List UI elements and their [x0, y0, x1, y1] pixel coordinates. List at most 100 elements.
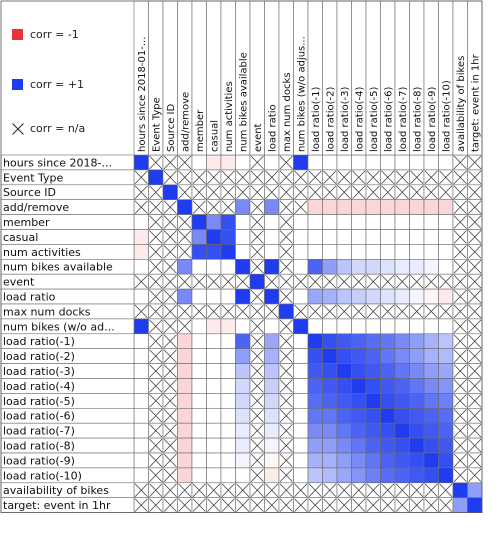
heatmap-cell — [438, 348, 454, 364]
heatmap-cell — [235, 229, 251, 245]
heatmap-cell — [438, 437, 454, 454]
heatmap-cell — [336, 378, 352, 394]
na-cross-icon — [163, 170, 177, 185]
na-cross-icon — [221, 200, 235, 214]
column-label: num bikes available — [239, 52, 250, 152]
na-cross-icon — [468, 260, 482, 274]
row-label: load ratio(-4) — [3, 380, 75, 393]
na-cross-icon — [192, 304, 206, 319]
na-cross-icon — [468, 289, 482, 304]
na-cross-icon — [395, 498, 409, 512]
heatmap-cell — [322, 318, 338, 335]
na-cross-icon — [149, 215, 163, 229]
na-cross-icon — [453, 185, 467, 199]
heatmap-cell — [307, 199, 323, 215]
heatmap-cell — [322, 258, 338, 275]
heatmap-cell — [409, 199, 425, 215]
na-cross-icon — [366, 483, 380, 497]
heatmap-cell — [191, 393, 207, 409]
legend-negative: corr = -1 — [12, 28, 79, 41]
heatmap-cell — [235, 244, 251, 260]
heatmap-cell — [220, 348, 236, 364]
na-cross-icon — [250, 260, 264, 274]
heatmap-cell — [235, 378, 251, 394]
row-label: num activities — [3, 246, 81, 259]
heatmap-cell — [380, 378, 396, 394]
column-label: add/remove — [181, 92, 192, 152]
na-cross-icon — [279, 230, 293, 244]
na-cross-icon — [149, 349, 163, 363]
na-cross-icon — [381, 304, 395, 319]
heatmap-cell — [264, 258, 280, 275]
heatmap-cell — [452, 482, 468, 498]
heatmap-cell — [162, 184, 178, 201]
heatmap-cell — [148, 169, 164, 186]
heatmap-cell — [351, 407, 367, 424]
na-cross-icon — [453, 230, 467, 244]
cross-icon — [12, 122, 24, 135]
na-cross-icon — [410, 304, 424, 319]
na-cross-icon — [265, 483, 279, 497]
heatmap-cell — [206, 229, 222, 245]
na-cross-icon — [424, 483, 438, 497]
heatmap-cell — [220, 363, 236, 379]
heatmap-cell — [438, 363, 454, 379]
heatmap-cell — [409, 214, 425, 230]
na-cross-icon — [468, 155, 482, 170]
heatmap-cell — [365, 422, 381, 439]
heatmap-cell — [351, 393, 367, 409]
na-cross-icon — [149, 498, 163, 512]
na-cross-icon — [178, 215, 192, 229]
heatmap-cell — [423, 467, 439, 484]
heatmap-cell — [351, 229, 367, 245]
na-cross-icon — [163, 289, 177, 304]
na-cross-icon — [453, 438, 467, 453]
na-cross-icon — [410, 170, 424, 185]
heatmap-cell — [264, 348, 280, 364]
heatmap-cell — [264, 467, 280, 484]
na-cross-icon — [178, 170, 192, 185]
heatmap-cell — [235, 199, 251, 215]
na-cross-icon — [381, 498, 395, 512]
na-cross-icon — [468, 230, 482, 244]
heatmap-cell — [351, 258, 367, 275]
heatmap-cell — [191, 229, 207, 245]
heatmap-cell — [322, 348, 338, 364]
na-cross-icon — [352, 170, 366, 185]
na-cross-icon — [163, 394, 177, 408]
heatmap-cell — [206, 407, 222, 424]
na-cross-icon — [381, 483, 395, 497]
heatmap-cell — [322, 199, 338, 215]
row-label: member — [3, 216, 50, 229]
na-cross-icon — [279, 468, 293, 483]
heatmap-cell — [191, 422, 207, 439]
heatmap-cell — [133, 318, 149, 335]
na-cross-icon — [250, 423, 264, 438]
na-cross-icon — [192, 498, 206, 512]
heatmap-cell — [394, 437, 410, 454]
na-cross-icon — [323, 274, 337, 289]
heatmap-cell — [133, 407, 149, 424]
heatmap-cell — [438, 378, 454, 394]
heatmap-cell — [206, 244, 222, 260]
heatmap-cell — [235, 422, 251, 439]
na-cross-icon — [279, 260, 293, 274]
heatmap-cell — [133, 422, 149, 439]
heatmap-cell — [409, 154, 425, 171]
heatmap-cell — [409, 258, 425, 275]
na-cross-icon — [178, 185, 192, 199]
legend-na-label: corr = n/a — [30, 122, 86, 135]
heatmap-cell — [380, 422, 396, 439]
heatmap-cell — [423, 452, 439, 469]
na-cross-icon — [468, 364, 482, 378]
heatmap-cell — [380, 393, 396, 409]
na-cross-icon — [149, 423, 163, 438]
heatmap-cell — [249, 273, 265, 290]
na-cross-icon — [453, 200, 467, 214]
heatmap-cell — [365, 407, 381, 424]
heatmap-cell — [235, 258, 251, 275]
row-label: add/remove — [3, 201, 69, 214]
heatmap-cell — [351, 288, 367, 305]
heatmap-cell — [307, 229, 323, 245]
legend-na: corr = n/a — [12, 122, 85, 135]
